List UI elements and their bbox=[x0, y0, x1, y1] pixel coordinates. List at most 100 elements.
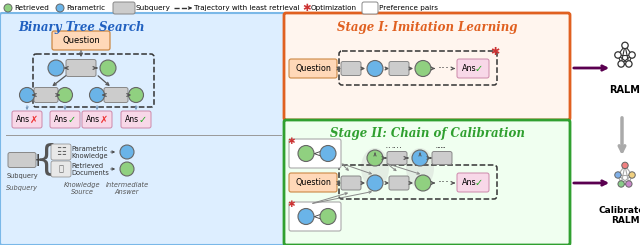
FancyBboxPatch shape bbox=[289, 139, 341, 168]
Circle shape bbox=[367, 61, 383, 76]
Text: <: < bbox=[312, 148, 322, 159]
Text: Subquery: Subquery bbox=[6, 185, 38, 191]
FancyBboxPatch shape bbox=[51, 161, 71, 177]
Circle shape bbox=[4, 4, 12, 12]
FancyBboxPatch shape bbox=[34, 87, 58, 102]
FancyBboxPatch shape bbox=[389, 176, 409, 190]
Text: RALM: RALM bbox=[611, 216, 639, 224]
FancyBboxPatch shape bbox=[289, 59, 337, 78]
Text: ···: ··· bbox=[438, 143, 447, 153]
Circle shape bbox=[298, 146, 314, 161]
FancyBboxPatch shape bbox=[121, 111, 151, 128]
Circle shape bbox=[90, 87, 104, 102]
Circle shape bbox=[58, 87, 72, 102]
Circle shape bbox=[320, 146, 336, 161]
Text: Subquery: Subquery bbox=[6, 173, 38, 179]
FancyBboxPatch shape bbox=[52, 31, 110, 50]
Text: Ans: Ans bbox=[16, 115, 30, 124]
Circle shape bbox=[48, 60, 64, 76]
Text: +: + bbox=[29, 150, 46, 170]
Text: ✗: ✗ bbox=[100, 115, 108, 125]
Text: ✓: ✓ bbox=[68, 115, 76, 125]
Text: ···: ··· bbox=[385, 143, 396, 153]
FancyBboxPatch shape bbox=[389, 61, 409, 75]
Text: Ans: Ans bbox=[86, 115, 100, 124]
Text: ✱: ✱ bbox=[302, 3, 311, 13]
Text: Optimization: Optimization bbox=[311, 5, 357, 11]
Text: ✓: ✓ bbox=[475, 64, 483, 74]
FancyBboxPatch shape bbox=[457, 173, 489, 192]
FancyBboxPatch shape bbox=[432, 151, 452, 164]
Circle shape bbox=[629, 52, 636, 58]
Circle shape bbox=[415, 61, 431, 76]
Text: <: < bbox=[312, 211, 322, 221]
Text: Intermediate
Answer: Intermediate Answer bbox=[106, 182, 148, 195]
Text: Retrieved
Documents: Retrieved Documents bbox=[71, 162, 109, 175]
Text: ✗: ✗ bbox=[30, 115, 38, 125]
FancyBboxPatch shape bbox=[51, 144, 71, 160]
Circle shape bbox=[367, 150, 383, 166]
Text: Ans: Ans bbox=[461, 178, 476, 187]
Text: Ans: Ans bbox=[461, 64, 476, 73]
FancyBboxPatch shape bbox=[362, 2, 378, 14]
Circle shape bbox=[626, 61, 632, 67]
Ellipse shape bbox=[361, 148, 389, 188]
Text: ···: ··· bbox=[438, 62, 450, 75]
Circle shape bbox=[320, 208, 336, 224]
FancyBboxPatch shape bbox=[50, 111, 80, 128]
FancyBboxPatch shape bbox=[284, 120, 570, 245]
Ellipse shape bbox=[406, 148, 434, 188]
FancyBboxPatch shape bbox=[289, 173, 337, 192]
Circle shape bbox=[19, 87, 35, 102]
Text: ···: ··· bbox=[438, 176, 450, 189]
Text: Stage II: Chain of Calibration: Stage II: Chain of Calibration bbox=[330, 126, 524, 139]
Circle shape bbox=[56, 4, 64, 12]
Text: ✓: ✓ bbox=[475, 178, 483, 188]
FancyBboxPatch shape bbox=[8, 152, 36, 168]
Text: Binary Tree Search: Binary Tree Search bbox=[19, 21, 145, 34]
FancyBboxPatch shape bbox=[341, 61, 361, 75]
Text: Question: Question bbox=[295, 178, 331, 187]
Text: Stage I: Imitation Learning: Stage I: Imitation Learning bbox=[337, 21, 517, 34]
Text: Preference pairs: Preference pairs bbox=[379, 5, 438, 11]
Circle shape bbox=[100, 60, 116, 76]
Text: RALM: RALM bbox=[609, 85, 640, 95]
Circle shape bbox=[367, 175, 383, 191]
Circle shape bbox=[415, 175, 431, 191]
Circle shape bbox=[622, 42, 628, 49]
FancyBboxPatch shape bbox=[341, 176, 361, 190]
FancyBboxPatch shape bbox=[0, 13, 285, 245]
Text: Retrieved: Retrieved bbox=[14, 5, 49, 11]
Circle shape bbox=[618, 61, 625, 67]
Circle shape bbox=[618, 181, 625, 187]
Text: ✱: ✱ bbox=[287, 199, 295, 208]
FancyBboxPatch shape bbox=[66, 60, 96, 76]
Text: Ans: Ans bbox=[125, 115, 139, 124]
Text: Parametric: Parametric bbox=[66, 5, 105, 11]
Text: 📄: 📄 bbox=[58, 164, 63, 173]
Text: Question: Question bbox=[62, 36, 100, 45]
FancyBboxPatch shape bbox=[104, 87, 128, 102]
Text: ☷: ☷ bbox=[56, 147, 66, 157]
FancyBboxPatch shape bbox=[82, 111, 112, 128]
Text: ···: ··· bbox=[392, 143, 401, 153]
Text: ✱: ✱ bbox=[287, 136, 295, 146]
Text: Knowledge
Source: Knowledge Source bbox=[64, 182, 100, 195]
FancyBboxPatch shape bbox=[457, 59, 489, 78]
Text: ✱: ✱ bbox=[490, 47, 500, 57]
FancyBboxPatch shape bbox=[12, 111, 42, 128]
Circle shape bbox=[622, 162, 628, 169]
Text: Ans: Ans bbox=[54, 115, 68, 124]
Circle shape bbox=[629, 172, 636, 178]
Circle shape bbox=[626, 181, 632, 187]
Text: Parametric
Knowledge: Parametric Knowledge bbox=[71, 146, 108, 159]
Circle shape bbox=[120, 145, 134, 159]
FancyBboxPatch shape bbox=[284, 13, 570, 120]
Text: ✓: ✓ bbox=[139, 115, 147, 125]
FancyBboxPatch shape bbox=[113, 2, 135, 14]
FancyBboxPatch shape bbox=[387, 151, 407, 164]
Text: Trajectory with least retrieval: Trajectory with least retrieval bbox=[194, 5, 300, 11]
Circle shape bbox=[298, 208, 314, 224]
Circle shape bbox=[412, 150, 428, 166]
Text: {: { bbox=[35, 143, 58, 177]
